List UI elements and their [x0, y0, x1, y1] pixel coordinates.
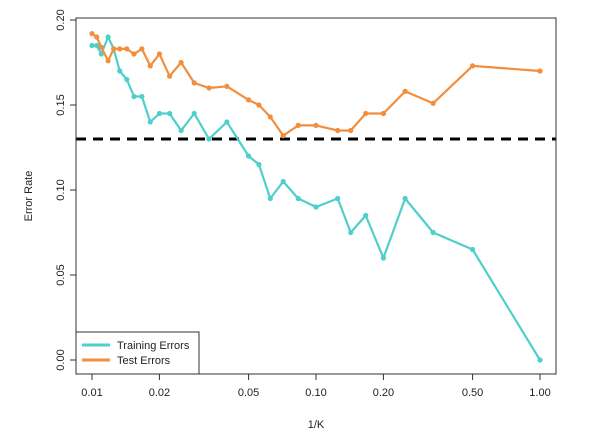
data-point-test-19: [280, 133, 286, 139]
data-point-test-29: [537, 68, 543, 74]
data-point-test-0: [89, 30, 95, 37]
data-point-training-8: [139, 93, 145, 100]
data-point-training-28: [469, 246, 476, 253]
data-point-test-6: [124, 46, 130, 52]
data-point-training-5: [117, 68, 123, 74]
data-point-test-20: [295, 122, 301, 128]
data-point-training-26: [402, 195, 408, 202]
data-point-test-22: [335, 127, 341, 134]
x-tick-label-2: 0.05: [238, 387, 259, 399]
data-point-test-3: [105, 58, 111, 64]
data-point-training-23: [348, 229, 354, 236]
legend-label-test: Test Errors: [117, 355, 171, 367]
data-point-test-14: [206, 85, 212, 91]
x-tick-label-6: 1.00: [529, 387, 550, 399]
data-point-training-14: [206, 136, 212, 142]
data-point-training-18: [267, 195, 273, 202]
data-point-test-24: [363, 110, 369, 117]
data-point-test-13: [191, 80, 197, 86]
data-point-training-9: [147, 119, 153, 125]
data-point-training-15: [224, 119, 230, 125]
data-point-test-11: [166, 73, 173, 79]
data-point-training-29: [537, 357, 543, 363]
legend: Training Errors Test Errors: [75, 331, 200, 375]
data-point-test-28: [469, 63, 476, 69]
x-tick-label-3: 0.10: [305, 387, 326, 399]
legend-box: [75, 331, 200, 375]
data-point-training-20: [295, 195, 301, 202]
data-point-test-10: [156, 51, 163, 57]
data-point-training-13: [191, 110, 197, 117]
data-point-test-1: [94, 34, 100, 40]
data-point-test-4: [111, 46, 117, 52]
data-point-training-6: [124, 76, 130, 83]
series-line-test: [91, 32, 541, 137]
y-tick-label-2: 0.10: [55, 179, 67, 200]
data-point-test-9: [147, 63, 153, 69]
data-point-test-7: [131, 51, 137, 57]
data-point-training-22: [335, 195, 341, 202]
data-point-test-16: [245, 97, 252, 103]
data-point-test-18: [267, 114, 273, 120]
data-point-training-17: [256, 161, 262, 168]
data-point-training-19: [280, 178, 286, 185]
data-point-training-16: [245, 153, 252, 159]
data-point-training-10: [156, 110, 163, 117]
data-point-training-25: [380, 255, 387, 261]
y-tick-label-0: 0.00: [55, 349, 67, 370]
data-point-training-1: [94, 42, 100, 49]
data-point-training-7: [131, 93, 137, 100]
data-point-test-2: [98, 44, 104, 50]
data-point-training-24: [363, 212, 369, 219]
series-line-training: [92, 35, 541, 361]
x-tick-label-5: 0.50: [462, 387, 483, 399]
data-point-training-0: [89, 42, 95, 49]
data-point-test-27: [430, 100, 436, 106]
y-tick-label-4: 0.20: [55, 9, 67, 30]
x-tick-label-1: 0.02: [149, 387, 170, 399]
data-point-training-27: [430, 229, 436, 236]
x-tick-label-4: 0.20: [373, 387, 394, 399]
data-point-test-8: [139, 46, 145, 52]
data-point-test-12: [178, 59, 184, 66]
data-point-test-5: [117, 46, 123, 52]
y-tick-label-3: 0.15: [55, 94, 67, 115]
data-point-training-11: [166, 110, 173, 117]
data-point-training-21: [313, 204, 319, 210]
data-point-test-23: [348, 127, 354, 134]
data-point-test-26: [402, 88, 408, 94]
x-tick-label-0: 0.01: [81, 387, 102, 399]
data-point-test-15: [224, 83, 230, 89]
y-tick-label-1: 0.05: [55, 264, 67, 285]
y-axis-title: Error Rate: [23, 171, 35, 222]
data-point-test-25: [380, 110, 387, 117]
data-point-test-17: [256, 102, 262, 108]
x-axis-title: 1/K: [308, 419, 325, 431]
plot-frame: [75, 17, 557, 375]
legend-label-training: Training Errors: [117, 340, 190, 352]
data-point-training-12: [178, 127, 184, 134]
data-point-test-21: [313, 122, 319, 128]
data-point-training-3: [105, 34, 111, 40]
data-point-training-2: [98, 51, 104, 57]
